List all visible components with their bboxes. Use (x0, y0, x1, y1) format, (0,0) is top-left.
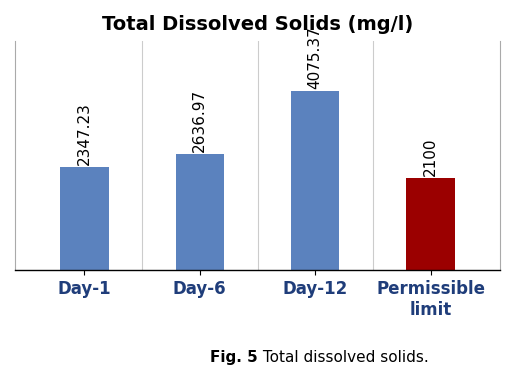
Text: Fig. 5: Fig. 5 (210, 350, 258, 365)
Bar (291, 91, 339, 270)
Bar (176, 154, 224, 270)
Text: 4075.37: 4075.37 (308, 26, 323, 89)
Bar (60, 167, 109, 270)
Text: Total dissolved solids.: Total dissolved solids. (258, 350, 428, 365)
Title: Total Dissolved Solids (mg/l): Total Dissolved Solids (mg/l) (102, 15, 413, 34)
Text: 2636.97: 2636.97 (192, 89, 207, 152)
Text: 2347.23: 2347.23 (77, 102, 92, 165)
Text: 2100: 2100 (423, 138, 438, 176)
Bar (406, 178, 455, 270)
